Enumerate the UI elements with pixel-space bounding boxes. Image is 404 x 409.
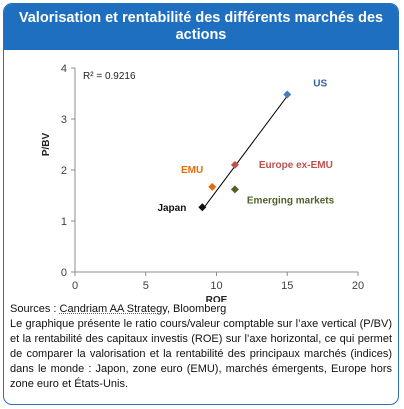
y-tick-label: 3 xyxy=(61,114,67,126)
data-point-label: Europe ex-EMU xyxy=(259,160,333,171)
x-tick-label: 15 xyxy=(281,280,293,292)
r-squared-annotation: R² = 0.9216 xyxy=(83,71,136,82)
sources-prefix: Sources : xyxy=(10,303,60,315)
data-point-marker xyxy=(198,203,207,212)
sources-suffix: , Bloomberg xyxy=(166,303,227,315)
y-tick-label: 2 xyxy=(61,165,67,177)
source-name: Candriam AA Strategy xyxy=(59,303,167,315)
sources-line: Sources : Candriam AA Strategy, Bloomber… xyxy=(10,302,392,317)
notes: Sources : Candriam AA Strategy, Bloomber… xyxy=(10,302,392,392)
x-tick-label: 10 xyxy=(210,280,222,292)
data-point-label: Emerging markets xyxy=(247,195,335,206)
x-tick-label: 5 xyxy=(143,280,149,292)
y-axis-label: P/BV xyxy=(41,133,52,157)
data-point-marker xyxy=(283,90,292,99)
data-point-label: EMU xyxy=(181,165,203,176)
data-point-marker xyxy=(230,185,239,194)
data-point-marker xyxy=(230,160,239,169)
x-tick-label: 0 xyxy=(72,280,78,292)
y-tick-label: 1 xyxy=(61,216,67,228)
trendline xyxy=(201,95,288,211)
data-point-marker xyxy=(208,182,217,191)
scatter-chart: 0 1 2 3 4 0 5 10 15 20 ROE P/BV R² = 0.9216 US Europe … xyxy=(4,50,398,302)
x-tick-label: 20 xyxy=(352,280,364,292)
x-axis-label: ROE xyxy=(206,295,228,302)
y-tick-label: 4 xyxy=(61,63,67,75)
y-tick-label: 0 xyxy=(61,267,67,279)
chart-card: Valorisation et rentabilité des différen… xyxy=(3,3,399,405)
data-point-label: Japan xyxy=(157,203,186,214)
chart-description: Le graphique présente le ratio cours/val… xyxy=(10,318,392,390)
data-point-label: US xyxy=(313,79,327,90)
chart-title: Valorisation et rentabilité des différen… xyxy=(4,4,398,50)
scatter-plot-svg: 0 1 2 3 4 0 5 10 15 20 ROE P/BV R² = 0.9216 US Europe … xyxy=(41,63,364,302)
